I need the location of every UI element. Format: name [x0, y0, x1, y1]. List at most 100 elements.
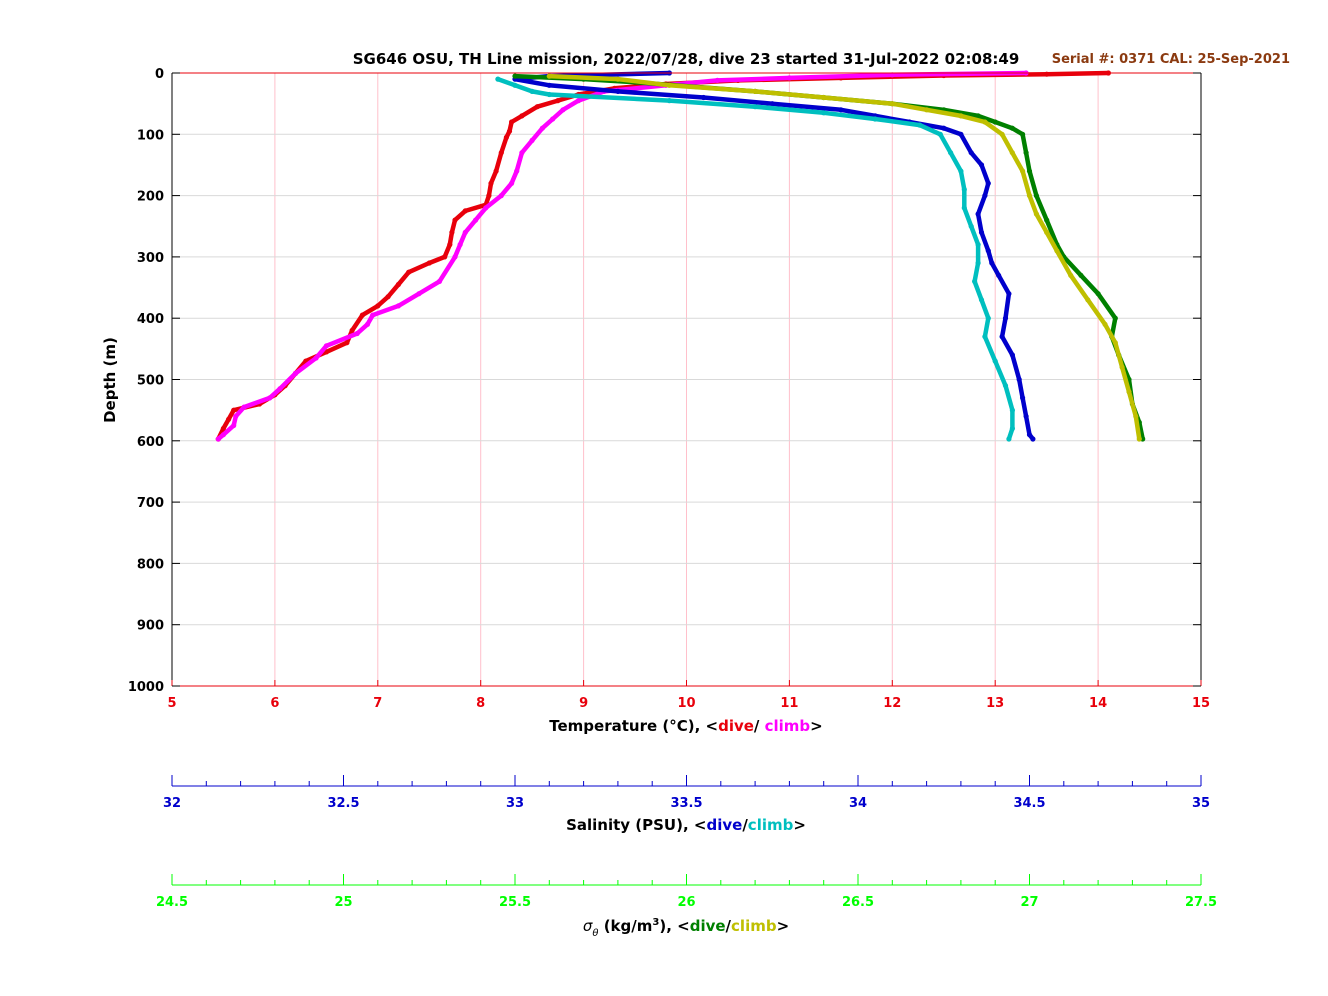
- temperature-climb-point: [215, 436, 221, 442]
- salinity-climb-point: [972, 278, 978, 284]
- temperature-dive-point: [447, 242, 453, 248]
- temperature-dive-point: [1044, 71, 1050, 77]
- sigma-theta-climb-point: [1136, 436, 1142, 442]
- salinity-dive-point: [1030, 436, 1036, 442]
- sigma-theta-climb-point: [1085, 297, 1091, 303]
- temperature-climb-point: [370, 312, 376, 318]
- temperature-dive-point: [555, 98, 561, 104]
- salinity-dive-line: [512, 70, 1036, 442]
- salinity-climb-point: [975, 260, 981, 266]
- temperature-tick-label: 12: [883, 696, 901, 711]
- salinity-dive-point: [615, 88, 621, 94]
- sigma-dive-legend: dive: [690, 917, 726, 935]
- salinity-dive-point: [958, 131, 964, 137]
- sigma-label-separator: /: [726, 917, 732, 935]
- temperature-climb-point: [529, 137, 535, 143]
- salinity-climb-point: [985, 315, 991, 321]
- temperature-climb-point: [539, 125, 546, 131]
- salinity-climb-point: [821, 110, 827, 116]
- salinity-dive-point: [1016, 376, 1022, 383]
- salinity-tick-label: 35: [1192, 796, 1210, 811]
- salinity-axis-label: Salinity (PSU), <dive/climb>: [566, 816, 806, 834]
- sigma-theta-climb-point: [1020, 168, 1026, 174]
- salinity-tick-label: 33.5: [670, 796, 702, 811]
- sigma-theta-dive-point: [992, 119, 998, 125]
- temperature-dive-point: [375, 303, 381, 309]
- grid-lines: [172, 73, 1201, 686]
- salinity-label-separator: /: [742, 816, 748, 834]
- sigma-theta-climb-point: [1102, 321, 1108, 327]
- temperature-climb-point: [483, 205, 489, 211]
- temperature-climb-point: [395, 303, 401, 309]
- sigma-theta-climb-point: [1009, 150, 1015, 156]
- salinity-climb-point: [666, 98, 673, 104]
- plot-area: 5 6 7 8 9 10 11 12 13 14 15 0 100 200 300 400 500 600 700 8…: [128, 67, 1210, 711]
- temperature-climb-point: [292, 370, 299, 376]
- salinity-climb-point: [948, 150, 954, 156]
- salinity-dive-point: [1006, 291, 1012, 297]
- sigma-theta-dive-point: [975, 113, 981, 119]
- temperature-label-text: Temperature (°C), <: [549, 717, 718, 735]
- sigma-theta-climb-point: [999, 131, 1005, 137]
- sigma-theta-dive-point: [1033, 193, 1039, 199]
- depth-tick-label: 500: [137, 374, 164, 389]
- salinity-climb-point: [1006, 436, 1012, 442]
- temperature-tick-label: 7: [373, 696, 382, 711]
- temperature-climb-point: [220, 432, 226, 438]
- temperature-tick-label: 10: [677, 696, 695, 711]
- sigma-theta-climb-point: [1133, 413, 1139, 419]
- sigma-theta-climb-point: [752, 88, 758, 94]
- salinity-dive-point: [546, 82, 552, 88]
- sigma-theta-climb-point: [924, 107, 930, 113]
- temperature-climb-series: [215, 70, 1029, 442]
- temperature-climb-point: [313, 355, 319, 361]
- temperature-label-close: >: [810, 717, 823, 735]
- sigma-theta-dive-point: [512, 73, 518, 79]
- salinity-tick-label: 34: [849, 796, 867, 811]
- salinity-climb-point: [961, 186, 967, 193]
- salinity-dive-point: [1023, 413, 1029, 419]
- temperature-label-separator: /: [754, 717, 765, 735]
- theta-subscript: θ: [592, 928, 598, 939]
- sigma-climb-legend: climb: [731, 917, 777, 935]
- sigma-theta-dive-point: [1078, 272, 1084, 278]
- salinity-climb-point: [495, 76, 501, 82]
- salinity-dive-point: [975, 211, 981, 217]
- sigma-theta-climb-point: [1033, 211, 1039, 217]
- salinity-axis: 32 32.5 33 33.5 34 34.5 35: [163, 775, 1210, 811]
- temperature-climb-point: [436, 278, 443, 284]
- temperature-dive-point: [406, 269, 412, 275]
- temperature-climb-point: [323, 343, 329, 349]
- temperature-climb-point: [233, 413, 239, 419]
- temperature-dive-point: [344, 340, 350, 346]
- sigma-theta-climb-point: [1068, 272, 1074, 278]
- sigma-theta-climb-line: [547, 73, 1142, 442]
- sigma_theta-tick-label: 24.5: [156, 895, 188, 910]
- salinity-climb-line: [495, 76, 1015, 442]
- salinity-climb-point: [546, 91, 552, 98]
- temperature-climb-point: [462, 229, 468, 235]
- temperature-dive-point: [449, 229, 455, 235]
- sigma-theta-climb-point: [1026, 193, 1033, 199]
- sigma_theta-tick-label: 26.5: [842, 895, 874, 910]
- temperature-climb-point: [277, 386, 283, 392]
- temperature-climb-point: [575, 98, 582, 104]
- salinity-tick-label: 32.5: [327, 796, 359, 811]
- sigma-theta-climb-point: [821, 94, 827, 101]
- sigma-theta-climb-point: [615, 76, 621, 82]
- temperature-dive-point: [231, 407, 237, 413]
- salinity-climb-point: [968, 223, 974, 229]
- salinity-dive-point: [941, 125, 947, 131]
- salinity-climb-point: [958, 168, 964, 174]
- sigma_theta-tick-label: 27: [1020, 895, 1038, 910]
- salinity-dive-point: [968, 150, 974, 156]
- salinity-dive-point: [838, 107, 844, 113]
- salinity-dive-point: [1002, 315, 1009, 321]
- salinity-dive-point: [996, 272, 1002, 278]
- sigma-theta-climb-point: [1044, 229, 1050, 235]
- salinity-dive-point: [978, 162, 985, 168]
- depth-axis-label: Depth (m): [101, 337, 119, 423]
- sigma-theta-dive-point: [1020, 131, 1026, 137]
- sigma-theta-climb-point: [982, 119, 988, 125]
